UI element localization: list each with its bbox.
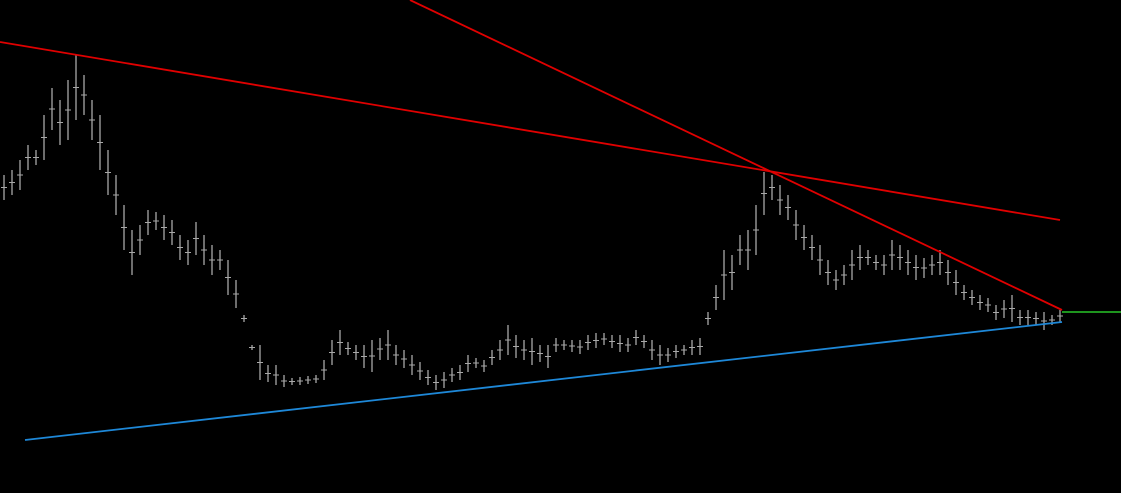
trend-line [409, 0, 1063, 311]
trend-line [24, 321, 1063, 441]
trend-line [0, 41, 1061, 221]
